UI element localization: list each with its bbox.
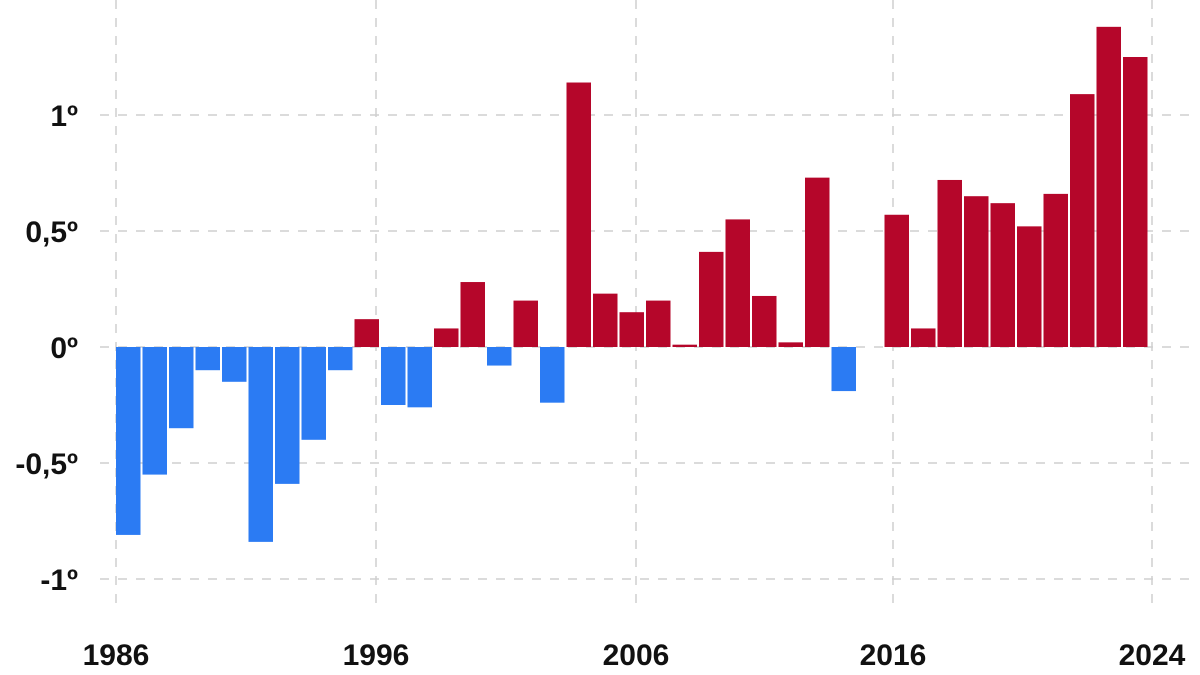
bar-1990	[222, 347, 247, 382]
bar-2020	[1017, 226, 1042, 347]
bar-1998	[434, 328, 459, 347]
bar-1995	[354, 319, 379, 347]
bar-1994	[328, 347, 353, 371]
x-tick-label: 2006	[603, 639, 670, 672]
bar-2001	[513, 300, 538, 347]
y-tick-label: -0,5º	[15, 448, 78, 481]
bar-2007	[672, 344, 697, 347]
bar-1988	[169, 347, 194, 429]
x-tick-label: 2024	[1119, 639, 1186, 672]
bar-1989	[195, 347, 220, 371]
bar-2015	[884, 214, 909, 347]
bar-2008	[699, 251, 724, 347]
bar-2002	[540, 347, 565, 403]
x-tick-label: 2016	[860, 639, 927, 672]
bar-2019	[990, 203, 1015, 347]
bar-2012	[805, 177, 830, 347]
bar-1997	[407, 347, 432, 408]
y-tick-label: 1º	[50, 100, 78, 133]
bar-2013	[831, 347, 856, 392]
bar-2004	[593, 293, 618, 347]
bar-2005	[619, 312, 644, 347]
bar-2006	[646, 300, 671, 347]
bar-2003	[566, 82, 591, 348]
bar-2024	[1123, 57, 1148, 347]
y-tick-label: 0º	[50, 332, 78, 365]
bars	[116, 26, 1148, 542]
bar-2018	[964, 196, 989, 347]
bar-2023	[1096, 26, 1121, 348]
bar-1991	[248, 347, 273, 542]
bar-2011	[778, 342, 803, 347]
y-tick-label: -1º	[40, 564, 78, 597]
bar-2010	[752, 295, 777, 347]
bar-2000	[487, 347, 512, 366]
y-axis-labels: 1º 0,5º 0º -0,5º -1º	[15, 100, 78, 597]
bar-2016	[911, 328, 936, 347]
x-tick-label: 1996	[343, 639, 410, 672]
bar-1992	[275, 347, 300, 484]
bar-2022	[1070, 94, 1095, 348]
bar-2009	[725, 219, 750, 347]
bar-1993	[301, 347, 326, 440]
x-tick-label: 1986	[83, 639, 150, 672]
bar-1999	[460, 282, 485, 347]
bar-2017	[937, 179, 962, 347]
bar-2021	[1043, 193, 1068, 347]
x-axis-labels: 1986 1996 2006 2016 2024	[83, 639, 1186, 672]
bar-1987	[142, 347, 167, 475]
bar-1996	[381, 347, 406, 405]
bar-1986	[116, 347, 141, 535]
y-tick-label: 0,5º	[25, 216, 78, 249]
